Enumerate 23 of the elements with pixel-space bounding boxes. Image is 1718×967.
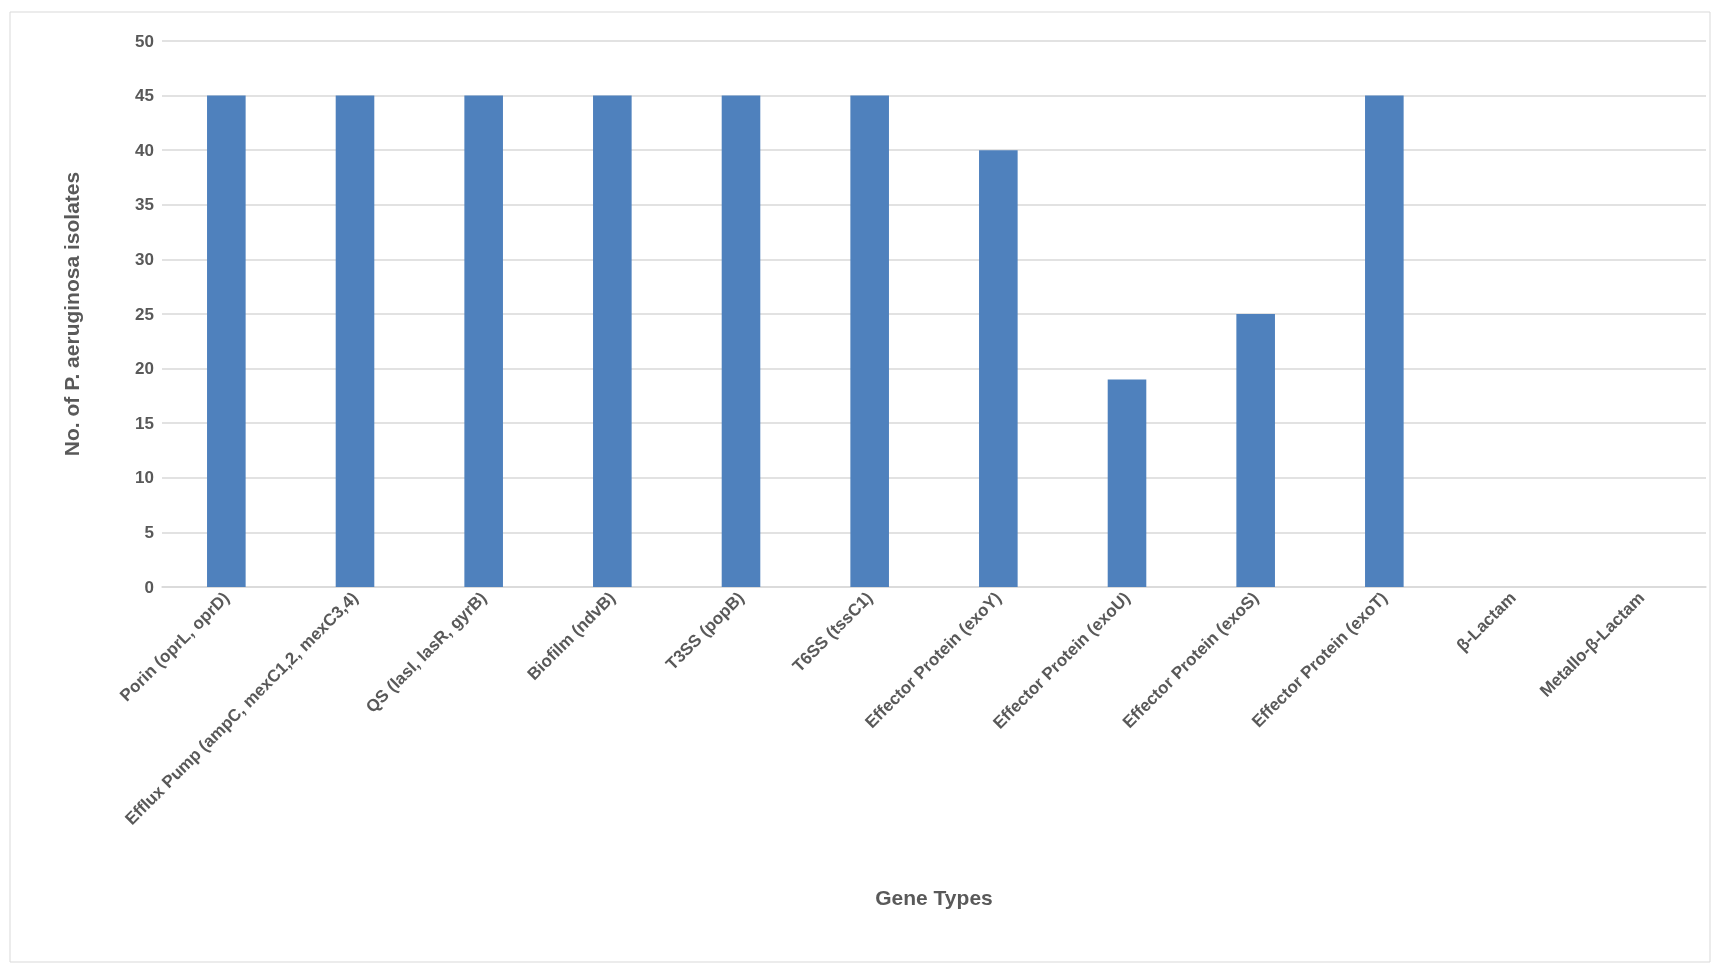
y-tick-label: 5 bbox=[144, 522, 154, 542]
y-tick-label: 45 bbox=[135, 86, 154, 106]
y-axis-title: No. of P. aeruginosa isolates bbox=[60, 171, 83, 457]
bar bbox=[979, 150, 1018, 587]
y-tick-label: 40 bbox=[135, 140, 154, 160]
y-tick-label: 15 bbox=[135, 413, 154, 433]
y-tick-label: 30 bbox=[135, 249, 154, 269]
bar bbox=[335, 95, 375, 587]
y-tick-label: 35 bbox=[135, 195, 154, 215]
bar bbox=[1365, 95, 1404, 587]
bar bbox=[593, 95, 632, 587]
bar bbox=[1236, 314, 1275, 587]
y-tick-label: 25 bbox=[135, 304, 154, 324]
bar bbox=[1107, 379, 1147, 587]
bar bbox=[207, 95, 246, 587]
y-tick-label: 10 bbox=[135, 468, 154, 488]
bar bbox=[721, 95, 761, 587]
y-tick-label: 50 bbox=[135, 31, 154, 51]
y-tick-label: 0 bbox=[144, 577, 154, 597]
y-tick-label: 20 bbox=[135, 359, 154, 379]
bar bbox=[464, 95, 503, 587]
bar bbox=[850, 95, 889, 587]
x-axis-title: Gene Types bbox=[875, 886, 993, 909]
